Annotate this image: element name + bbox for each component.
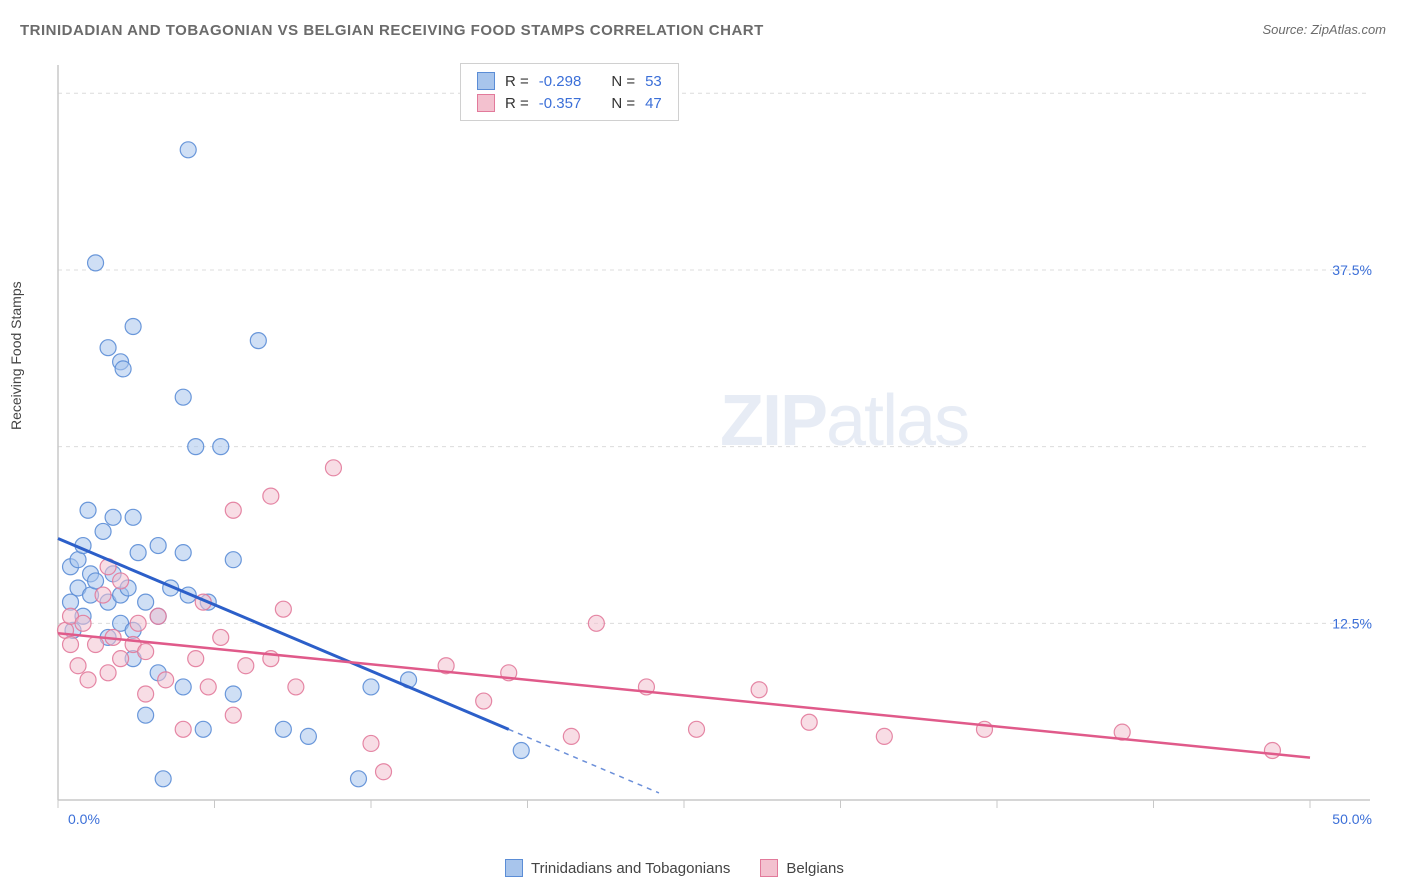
y-axis-label: Receiving Food Stamps	[8, 281, 24, 430]
legend-label: Belgians	[786, 860, 844, 877]
stat-row: R = -0.357 N = 47	[477, 92, 662, 114]
stat-n-label: N =	[611, 73, 635, 90]
legend-item: Trinidadians and Tobagonians	[505, 859, 730, 877]
stat-r-value: -0.298	[539, 73, 582, 90]
scatter-plot: 12.5% 37.5% 0.0% 50.0%	[50, 60, 1380, 830]
svg-text:12.5%: 12.5%	[1332, 615, 1372, 631]
stat-row: R = -0.298 N = 53	[477, 70, 662, 92]
legend-item: Belgians	[760, 859, 844, 877]
series-legend: Trinidadians and Tobagonians Belgians	[505, 859, 844, 877]
stat-r-value: -0.357	[539, 95, 582, 112]
correlation-stats-box: R = -0.298 N = 53 R = -0.357 N = 47	[460, 63, 679, 121]
stat-r-label: R =	[505, 73, 529, 90]
stat-n-label: N =	[611, 95, 635, 112]
chart-title: TRINIDADIAN AND TOBAGONIAN VS BELGIAN RE…	[20, 22, 764, 39]
stat-n-value: 53	[645, 73, 662, 90]
legend-swatch	[505, 859, 523, 877]
svg-text:0.0%: 0.0%	[68, 811, 100, 827]
stat-n-value: 47	[645, 95, 662, 112]
stat-r-label: R =	[505, 95, 529, 112]
svg-text:50.0%: 50.0%	[1332, 811, 1372, 827]
series-swatch	[477, 72, 495, 90]
series-swatch	[477, 94, 495, 112]
svg-text:37.5%: 37.5%	[1332, 262, 1372, 278]
legend-swatch	[760, 859, 778, 877]
legend-label: Trinidadians and Tobagonians	[531, 860, 730, 877]
source-attribution: Source: ZipAtlas.com	[1262, 22, 1386, 37]
chart-area: 12.5% 37.5% 0.0% 50.0%	[50, 60, 1380, 830]
